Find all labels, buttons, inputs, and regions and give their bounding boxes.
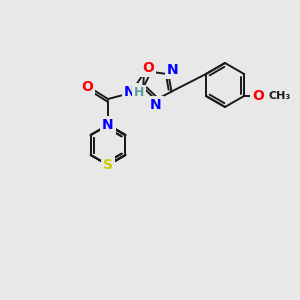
Text: S: S [103, 158, 113, 172]
Text: N: N [167, 63, 178, 77]
Text: N: N [102, 118, 114, 132]
Text: H: H [134, 86, 144, 100]
Text: N: N [150, 98, 162, 112]
Text: N: N [124, 85, 136, 99]
Text: O: O [81, 80, 93, 94]
Text: O: O [142, 61, 154, 75]
Text: CH₃: CH₃ [268, 91, 290, 101]
Text: O: O [252, 89, 264, 103]
